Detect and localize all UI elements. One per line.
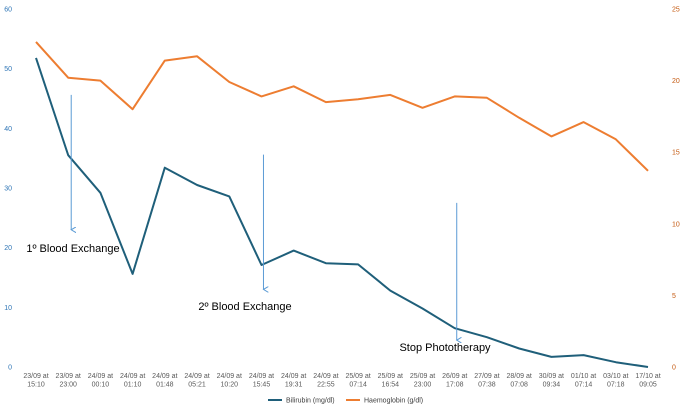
x-tick-label: 23/09 at 15:10 [23,373,48,389]
series-layer [35,41,649,368]
x-tick-label: 24/09 at 10:20 [217,373,242,389]
data-point-haemoglobin [99,79,101,81]
data-point-bilirubin [357,263,359,265]
data-point-haemoglobin [35,41,37,43]
y-right-tick-label: 5 [672,293,676,300]
x-tick-label: 26/09 at 17:08 [442,373,467,389]
data-point-bilirubin [67,154,69,156]
x-tick-label: 25/09 at 16:54 [378,373,403,389]
data-point-haemoglobin [550,135,552,137]
data-point-bilirubin [325,262,327,264]
x-axis: 23/09 at 15:10 23/09 at 23:00 24/09 at 00:10 2… [23,373,660,389]
legend-bilirubin-label: Bilirubin (mg/dl) [286,398,335,405]
data-point-haemoglobin [389,94,391,96]
x-tick-label: 24/09 at 01:10 [120,373,145,389]
x-tick-label: 28/09 at 07:08 [507,373,532,389]
data-point-bilirubin [615,361,617,363]
x-tick-label: 24/09 at 22:55 [313,373,338,389]
data-point-haemoglobin [454,95,456,97]
y-left-tick-label: 40 [4,126,12,133]
data-point-bilirubin [35,57,37,59]
data-point-bilirubin [99,192,101,194]
x-tick-label: 30/09 at 09:34 [539,373,564,389]
data-point-haemoglobin [164,59,166,61]
y-right-tick-label: 15 [672,150,680,157]
legend-haemoglobin-label: Haemoglobin (g/dl) [364,398,423,405]
x-tick-label: 03/10 at 07:18 [603,373,628,389]
annotation-layer: 1º Blood Exchange 2º Blood Exchange Stop P… [26,94,491,354]
data-point-haemoglobin [228,81,230,83]
data-point-haemoglobin [518,117,520,119]
data-point-bilirubin [454,327,456,329]
data-point-bilirubin [647,366,649,368]
data-point-haemoglobin [357,98,359,100]
data-point-haemoglobin [67,77,69,79]
annotation-label: 2º Blood Exchange [198,301,291,313]
y-left-tick-label: 30 [4,186,12,193]
y-right-tick-label: 25 [672,7,680,14]
annotation-label: 1º Blood Exchange [26,243,119,255]
data-point-bilirubin [196,184,198,186]
y-left-tick-label: 60 [4,7,12,14]
data-point-bilirubin [260,264,262,266]
data-point-bilirubin [131,273,133,275]
series-line-bilirubin [35,57,649,368]
data-point-haemoglobin [582,121,584,123]
data-point-bilirubin [292,249,294,251]
x-tick-label: 24/09 at 19:31 [281,373,306,389]
data-point-bilirubin [550,356,552,358]
data-point-haemoglobin [260,95,262,97]
y-right-tick-label: 20 [672,78,680,85]
data-point-haemoglobin [325,101,327,103]
data-point-haemoglobin [292,85,294,87]
data-point-haemoglobin [486,97,488,99]
x-tick-label: 01/10 at 07:14 [571,373,596,389]
legend: Bilirubin (mg/dl) Haemoglobin (g/dl) [268,398,423,405]
data-point-bilirubin [164,167,166,169]
y-axis-right: 0 5 10 15 20 25 [672,7,680,372]
data-point-bilirubin [486,336,488,338]
x-tick-label: 24/09 at 01:48 [152,373,177,389]
x-tick-label: 24/09 at 05:21 [184,373,209,389]
y-left-tick-label: 50 [4,66,12,73]
data-point-haemoglobin [615,138,617,140]
y-left-tick-label: 20 [4,245,12,252]
y-left-tick-label: 10 [4,305,12,312]
data-point-haemoglobin [131,108,133,110]
series-line-haemoglobin [35,41,649,172]
data-point-bilirubin [389,289,391,291]
x-tick-label: 24/09 at 15:45 [249,373,274,389]
x-tick-label: 25/09 at 23:00 [410,373,435,389]
data-point-haemoglobin [421,107,423,109]
x-tick-label: 25/09 at 07:14 [345,373,370,389]
data-point-bilirubin [518,347,520,349]
data-point-bilirubin [421,307,423,309]
x-tick-label: 23/09 at 23:00 [56,373,81,389]
data-point-haemoglobin [647,170,649,172]
y-axis-left: 0 10 20 30 40 50 60 [4,7,12,372]
data-point-bilirubin [228,195,230,197]
y-left-tick-label: 0 [8,365,12,372]
y-right-tick-label: 10 [672,221,680,228]
x-tick-label: 17/10 at 09:05 [635,373,660,389]
y-right-tick-label: 0 [672,365,676,372]
data-point-bilirubin [582,354,584,356]
x-tick-label: 27/09 at 07:38 [474,373,499,389]
x-tick-label: 24/09 at 00:10 [88,373,113,389]
annotation-label: Stop Phototherapy [399,342,491,354]
data-point-haemoglobin [196,55,198,57]
